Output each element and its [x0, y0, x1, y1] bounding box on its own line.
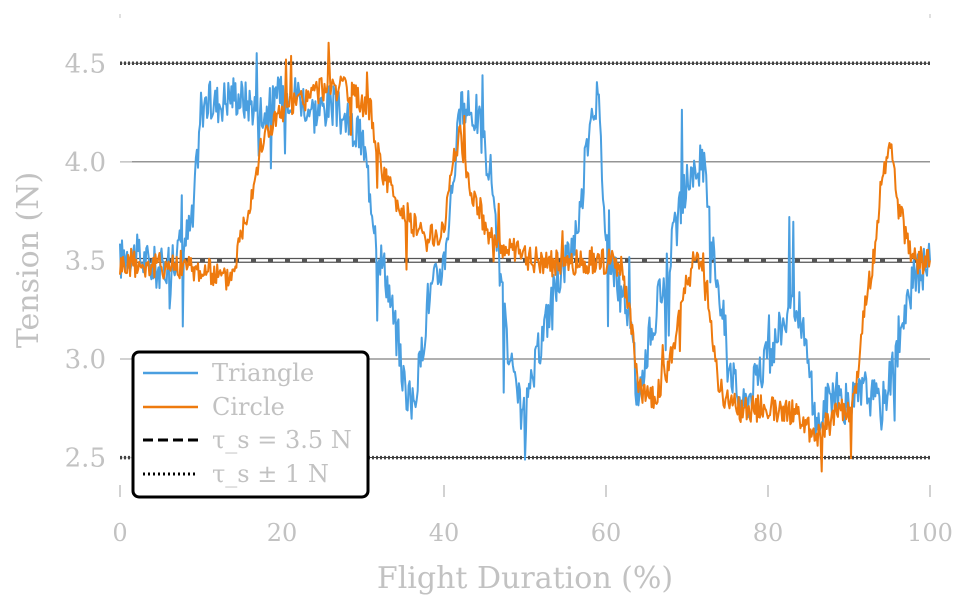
y-tick-label: 3.5	[65, 246, 106, 276]
legend-label-triangle: Triangle	[212, 359, 314, 387]
series-line-circle	[119, 41, 931, 473]
legend-label-circle: Circle	[212, 393, 285, 421]
y-tick-label: 2.5	[65, 444, 106, 474]
y-axis-label: Tension (N)	[11, 172, 46, 348]
y-tick-labels: 2.5 3.0 3.5 4.0 4.5	[65, 49, 106, 473]
series-lines	[119, 41, 931, 473]
series-line-triangle	[119, 52, 931, 461]
legend-box	[131, 350, 370, 499]
x-tick-label: 40	[429, 519, 460, 547]
x-tick-labels: 0 20 40 60 80 100	[112, 519, 953, 547]
x-axis-label: Flight Duration (%)	[377, 561, 673, 596]
x-tick-label: 80	[753, 519, 784, 547]
legend: Triangle Circle τ_s = 3.5 N τ_s ± 1 N	[131, 350, 370, 499]
x-tick-label: 60	[591, 519, 622, 547]
x-tick-label: 20	[267, 519, 298, 547]
y-tick-label: 4.0	[65, 148, 106, 178]
x-tick-label: 0	[112, 519, 127, 547]
x-tick-label: 100	[907, 519, 953, 547]
legend-label-setpoint: τ_s = 3.5 N	[212, 426, 352, 454]
y-tick-label: 4.5	[65, 49, 106, 79]
legend-label-bounds: τ_s ± 1 N	[212, 460, 329, 488]
y-tick-label: 3.0	[65, 345, 106, 375]
